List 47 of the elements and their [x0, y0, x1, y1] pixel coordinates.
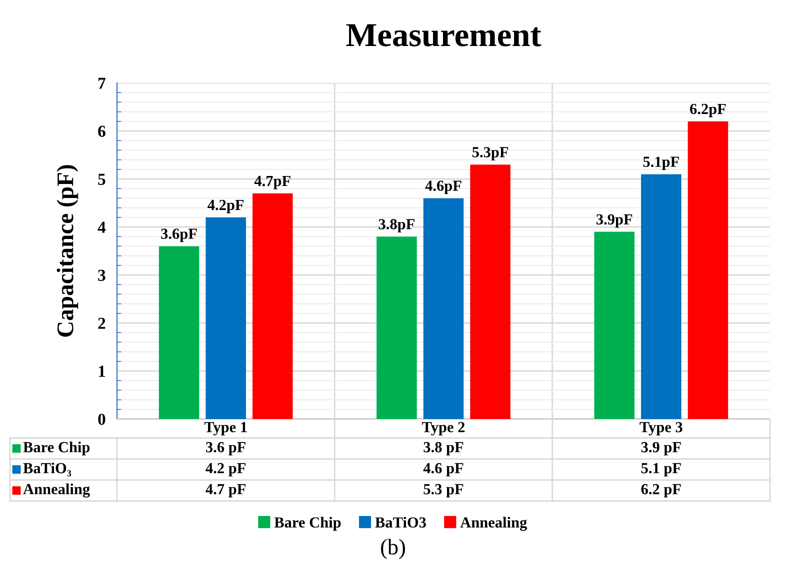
- y-tick-label: 0: [98, 414, 106, 425]
- data-label: 5.1pF: [643, 156, 679, 170]
- legend-label: Bare Chip: [274, 516, 341, 531]
- y-tick-label: 5: [98, 174, 106, 185]
- text: 3.8 pF: [424, 442, 464, 456]
- data-label: 4.6pF: [425, 180, 462, 194]
- bar: [594, 232, 635, 419]
- bar: [423, 198, 464, 419]
- text: 4.6 pF: [423, 463, 464, 476]
- text: Annealing: [23, 484, 90, 498]
- text: (b): [381, 538, 405, 560]
- legend-label: Annealing: [460, 516, 528, 531]
- text: 4.7 pF: [206, 484, 246, 498]
- y-tick-label: 1: [98, 366, 106, 377]
- data-label: 4.2pF: [208, 200, 244, 214]
- y-tick-label: 6: [98, 126, 106, 137]
- text: 4.2 pF: [206, 463, 246, 476]
- y-tick-label: 2: [98, 318, 106, 329]
- legend-label: BaTiO3: [375, 516, 426, 528]
- data-label: 5.3pF: [472, 147, 508, 160]
- bar: [376, 236, 417, 419]
- x-tick-label: Type 3: [640, 422, 682, 436]
- x-tick-label: Type 2: [422, 422, 465, 436]
- data-label: 4.7pF: [254, 176, 290, 190]
- bar: [641, 174, 682, 419]
- bar: [252, 193, 293, 419]
- text: 3.6 pF: [206, 442, 246, 456]
- y-tick-label: 3: [98, 270, 106, 281]
- y-axis-title: Capacitance (pF): [56, 165, 78, 337]
- chart-title: Measurement: [346, 24, 542, 46]
- bar: [158, 246, 200, 419]
- data-label: 3.6pF: [161, 228, 197, 242]
- data-label: 6.2pF: [690, 104, 726, 118]
- text: 3.9 pF: [641, 442, 681, 456]
- y-tick-label: 7: [98, 78, 106, 89]
- text: Bare Chip: [23, 442, 90, 456]
- text: 6.2 pF: [641, 484, 681, 498]
- data-label: 3.8pF: [378, 219, 414, 232]
- bar: [688, 121, 728, 419]
- text: 5.3 pF: [424, 484, 464, 498]
- text: 5.1 pF: [641, 463, 681, 476]
- bar: [206, 217, 246, 419]
- text: BaTiO₃: [23, 462, 72, 476]
- bar: [470, 164, 510, 419]
- y-tick-label: 4: [98, 222, 106, 233]
- x-tick-label: Type 1: [204, 422, 247, 436]
- data-label: 3.9pF: [596, 214, 632, 228]
